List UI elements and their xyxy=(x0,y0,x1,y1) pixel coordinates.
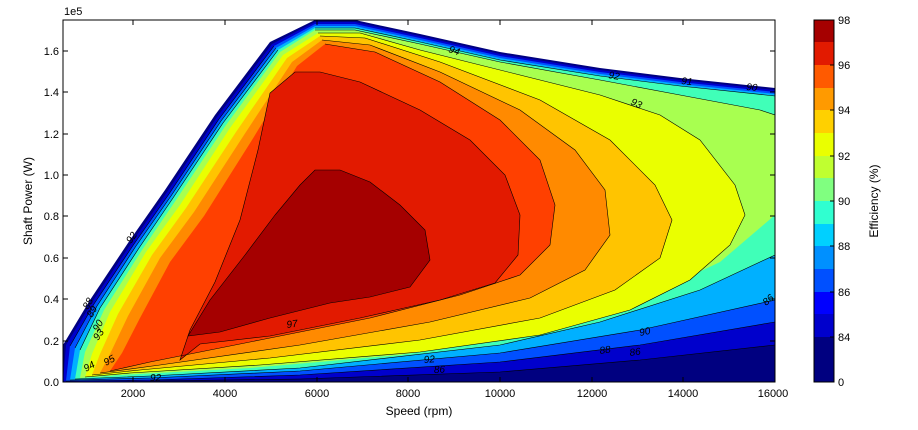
x-axis-label: Speed (rpm) xyxy=(386,404,453,418)
y-tick-label: 0.0 xyxy=(44,377,59,389)
x-tick-label: 2000 xyxy=(121,388,145,400)
y-tick-label: 0.2 xyxy=(44,336,59,348)
colorbar-label: Efficiency (%) xyxy=(867,164,881,237)
contour-label: 88 xyxy=(81,296,96,312)
colorbar-tick-label: 98 xyxy=(838,15,850,27)
contour-label: 88 xyxy=(599,344,612,357)
colorbar-tick-label: 90 xyxy=(838,196,850,208)
x-tick-label: 16000 xyxy=(758,388,789,400)
colorbar-tick-label: 0 xyxy=(838,377,844,389)
x-tick-label: 14000 xyxy=(668,388,699,400)
y-axis: 0.0 0.2 0.4 0.6 0.8 1.0 1.2 1.4 1.6 1e5 … xyxy=(21,6,775,389)
contour-label: 93 xyxy=(629,97,644,112)
contour-label: 94 xyxy=(447,44,461,58)
contour-label: 90 xyxy=(638,326,652,339)
y-tick-label: 1.6 xyxy=(44,46,59,58)
x-tick-label: 6000 xyxy=(305,388,329,400)
contour-label: 94 xyxy=(82,359,98,374)
y-offset-text: 1e5 xyxy=(64,6,82,18)
y-tick-label: 1.0 xyxy=(44,170,59,182)
y-tick-label: 0.4 xyxy=(44,294,59,306)
y-tick-label: 1.2 xyxy=(44,129,59,141)
contour-fills xyxy=(63,20,775,382)
contour-labels: 94 92 91 90 93 92 90 88 86 92 90 89 88 8… xyxy=(81,44,777,384)
contour-label: 86 xyxy=(434,365,446,376)
colorbar-tick-label: 92 xyxy=(838,151,850,163)
contour-label: 90 xyxy=(746,82,758,94)
colorbar-tick-label: 96 xyxy=(838,60,850,72)
colorbar-tick-label: 84 xyxy=(838,332,850,344)
x-tick-label: 8000 xyxy=(396,388,420,400)
band-97-98 xyxy=(188,170,430,336)
peak-region-label: 97 xyxy=(286,318,299,331)
contour-label: 95 xyxy=(102,353,118,368)
colorbar-tick-label: 86 xyxy=(838,287,850,299)
contour-label: 92 xyxy=(423,354,435,366)
x-tick-label: 4000 xyxy=(213,388,237,400)
contour-label: 92 xyxy=(607,70,620,83)
y-tick-label: 0.8 xyxy=(44,211,59,223)
x-tick-label: 10000 xyxy=(485,388,516,400)
plot-frame xyxy=(62,19,776,383)
y-tick-label: 1.4 xyxy=(44,87,59,99)
contour-label: 91 xyxy=(681,76,693,88)
y-tick-label: 0.6 xyxy=(44,253,59,265)
contour-label: 89 xyxy=(85,304,100,320)
colorbar-tick-label: 88 xyxy=(838,241,850,253)
contour-lines xyxy=(65,27,775,382)
x-tick-label: 12000 xyxy=(577,388,608,400)
x-axis: 2000 4000 6000 8000 10000 12000 14000 16… xyxy=(121,20,789,418)
contour-label: 92 xyxy=(150,373,162,384)
colorbar-tick-label: 94 xyxy=(838,105,850,117)
contour-label: 90 xyxy=(91,318,106,334)
contour-label: 86 xyxy=(629,346,642,359)
colorbar: 0 84 86 88 90 92 94 96 98 Efficiency (%) xyxy=(813,15,881,389)
y-axis-label: Shaft Power (W) xyxy=(21,157,35,245)
